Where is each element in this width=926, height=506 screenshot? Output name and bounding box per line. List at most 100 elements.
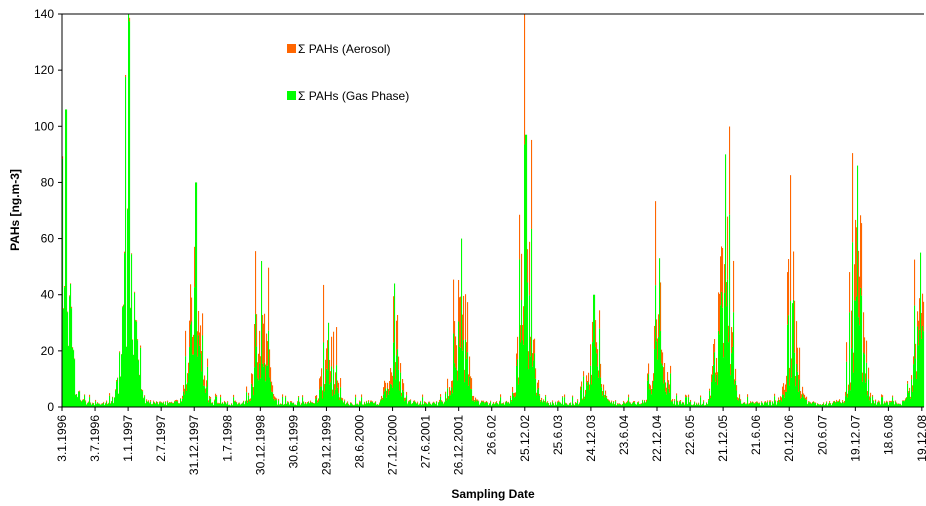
aerosol-bar: [248, 392, 250, 396]
gas-phase-bar: [329, 384, 331, 407]
aerosol-bar: [782, 386, 784, 395]
gas-phase-bar: [418, 404, 420, 407]
gas-phase-bar: [419, 404, 421, 407]
aerosol-bar: [578, 404, 580, 405]
aerosol-bar: [358, 404, 360, 406]
gas-phase-bar: [820, 404, 822, 407]
gas-phase-bar: [69, 296, 71, 407]
aerosol-bar: [357, 403, 359, 405]
gas-phase-bar: [231, 403, 233, 407]
aerosol-bar: [661, 349, 663, 364]
aerosol-bar: [231, 403, 233, 404]
gas-phase-bar: [556, 404, 558, 407]
aerosol-bar: [912, 385, 914, 392]
aerosol-bar: [69, 295, 71, 297]
gas-phase-bar: [139, 375, 141, 407]
aerosol-bar: [272, 385, 274, 393]
aerosol-bar: [205, 388, 207, 393]
aerosol-bar: [689, 402, 691, 403]
gas-phase-bar: [153, 401, 155, 407]
aerosol-bar: [729, 126, 731, 215]
gas-phase-bar: [822, 404, 824, 407]
legend-swatch-gas-phase: [287, 91, 296, 100]
gas-phase-bar: [138, 360, 140, 407]
x-tick-label: 30.12.1998: [253, 415, 267, 475]
aerosol-bar: [493, 401, 495, 404]
gas-phase-bar: [206, 387, 208, 407]
gas-phase-bar: [157, 403, 159, 407]
gas-phase-bar: [871, 403, 873, 407]
gas-phase-bar: [791, 377, 793, 407]
aerosol-bar: [723, 342, 725, 358]
gas-phase-bar: [444, 402, 446, 407]
gas-phase-bar: [508, 402, 510, 407]
gas-phase-bar: [600, 377, 602, 407]
aerosol-bar: [582, 398, 584, 400]
x-tick-label: 20.6.07: [815, 415, 829, 455]
aerosol-bar: [891, 400, 893, 402]
gas-phase-bar: [725, 154, 727, 407]
aerosol-bar: [686, 395, 688, 398]
aerosol-bar: [513, 393, 515, 396]
gas-phase-bar: [305, 403, 307, 407]
aerosol-bar: [565, 402, 567, 404]
aerosol-bar: [800, 391, 802, 400]
gas-phase-bar: [282, 396, 284, 407]
aerosol-bar: [463, 295, 465, 341]
aerosol-bar: [585, 389, 587, 395]
y-axis-title: PAHs [ng.m-3]: [8, 169, 22, 251]
aerosol-bar: [850, 382, 852, 391]
y-tick-label: 40: [41, 288, 55, 302]
gas-phase-bar: [232, 405, 234, 407]
gas-phase-bar: [191, 321, 193, 407]
gas-phase-bar: [218, 403, 220, 407]
aerosol-bar: [112, 396, 114, 398]
aerosol-bar: [637, 401, 639, 403]
gas-phase-bar: [776, 405, 778, 407]
gas-phase-bar: [917, 326, 919, 407]
gas-phase-bar: [916, 378, 918, 407]
aerosol-bar: [795, 376, 797, 387]
gas-phase-bar: [816, 405, 818, 407]
gas-phase-bar: [700, 397, 702, 407]
aerosol-bar: [640, 403, 642, 405]
aerosol-bar: [519, 214, 521, 260]
gas-phase-bar: [479, 404, 481, 407]
aerosol-bar: [648, 363, 650, 375]
gas-phase-bar: [869, 400, 871, 407]
aerosol-bar: [71, 306, 73, 309]
gas-phase-bar: [331, 366, 333, 407]
aerosol-bar: [216, 395, 218, 397]
aerosol-bar: [242, 402, 244, 404]
gas-phase-bar: [611, 401, 613, 407]
aerosol-bar: [323, 284, 325, 343]
gas-phase-bar: [819, 404, 821, 407]
gas-phase-bar: [266, 365, 268, 407]
gas-phase-bar: [659, 258, 661, 407]
gas-phase-bar: [805, 399, 807, 407]
gas-phase-bar: [547, 402, 549, 407]
gas-phase-bar: [621, 405, 623, 407]
aerosol-bar: [660, 282, 662, 332]
gas-phase-bar: [723, 357, 725, 407]
gas-phase-bar: [119, 352, 121, 407]
aerosol-bar: [227, 401, 229, 403]
gas-phase-bar: [645, 402, 647, 407]
aerosol-bar: [148, 400, 150, 402]
gas-phase-bar: [821, 405, 823, 407]
gas-phase-bar: [321, 386, 323, 407]
aerosol-bar: [82, 399, 84, 401]
gas-phase-bar: [389, 390, 391, 407]
gas-phase-bar: [284, 404, 286, 407]
gas-phase-bar: [904, 401, 906, 407]
aerosol-bar: [867, 391, 869, 396]
gas-phase-bar: [179, 403, 181, 407]
aerosol-bar: [837, 401, 839, 402]
aerosol-bar: [180, 398, 182, 399]
aerosol-bar: [102, 403, 104, 404]
gas-phase-bar: [578, 404, 580, 407]
gas-phase-bar: [407, 404, 409, 407]
aerosol-bar: [163, 401, 165, 403]
aerosol-bar: [417, 401, 419, 403]
aerosol-bar: [396, 320, 398, 356]
